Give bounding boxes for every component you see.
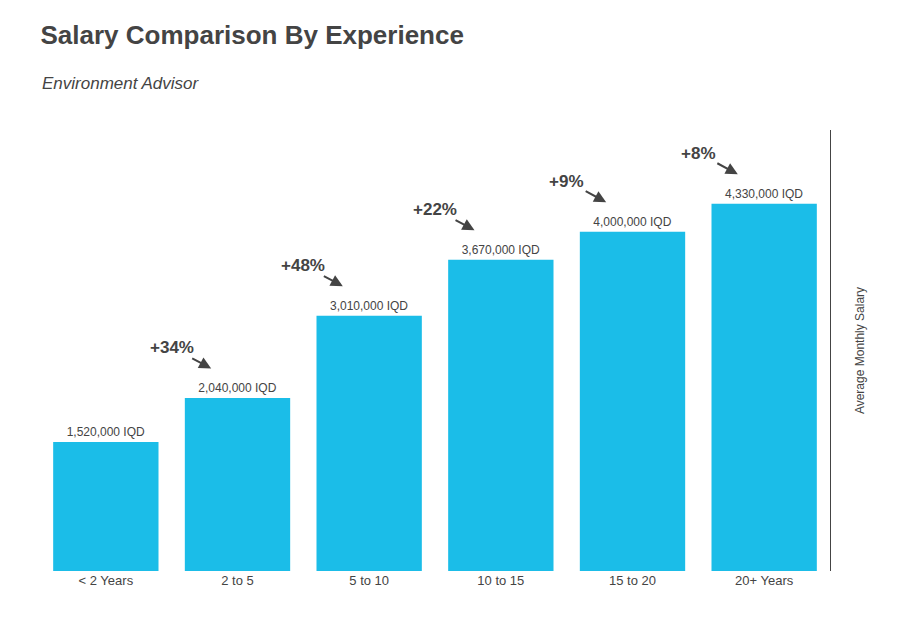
svg-text:Salary Comparison By Experienc: Salary Comparison By Experience: [41, 20, 464, 50]
svg-text:+34%: +34%: [150, 338, 194, 357]
svg-text:+22%: +22%: [413, 200, 457, 219]
svg-text:5 to 10: 5 to 10: [349, 573, 389, 588]
svg-text:3,010,000 IQD: 3,010,000 IQD: [330, 299, 408, 313]
svg-text:1,520,000 IQD: 1,520,000 IQD: [67, 425, 145, 439]
svg-text:+48%: +48%: [281, 256, 325, 275]
svg-text:20+ Years: 20+ Years: [735, 573, 794, 588]
svg-text:Average Monthly Salary: Average Monthly Salary: [853, 287, 867, 414]
svg-text:10 to 15: 10 to 15: [477, 573, 524, 588]
svg-text:4,330,000 IQD: 4,330,000 IQD: [725, 187, 803, 201]
svg-text:+9%: +9%: [549, 172, 584, 191]
svg-text:2 to 5: 2 to 5: [221, 573, 254, 588]
svg-text:15 to 20: 15 to 20: [609, 573, 656, 588]
svg-text:Environment Advisor: Environment Advisor: [42, 74, 200, 93]
svg-text:2,040,000 IQD: 2,040,000 IQD: [198, 381, 276, 395]
svg-text:< 2 Years: < 2 Years: [79, 573, 134, 588]
svg-text:+8%: +8%: [681, 144, 716, 163]
svg-text:3,670,000 IQD: 3,670,000 IQD: [462, 243, 540, 257]
svg-text:4,000,000 IQD: 4,000,000 IQD: [593, 215, 671, 229]
